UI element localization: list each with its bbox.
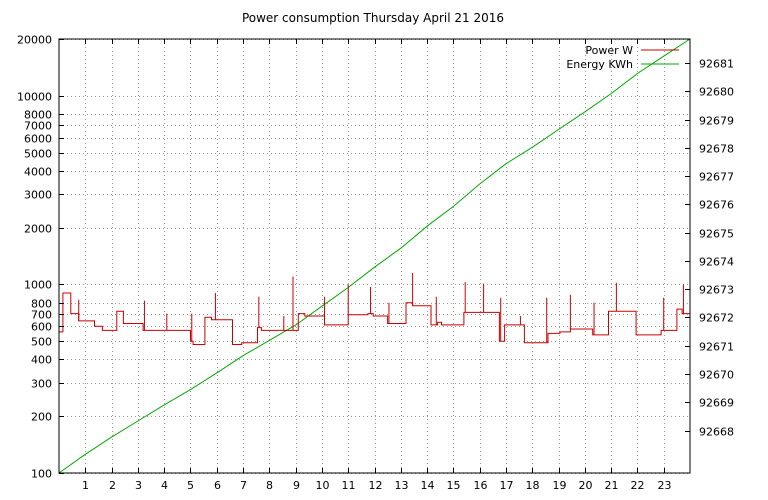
y-left-tick-label: 300 xyxy=(31,378,52,391)
y-right-tick-label: 92678 xyxy=(699,143,734,156)
x-tick-label: 5 xyxy=(187,479,194,492)
x-tick-label: 14 xyxy=(421,479,435,492)
y-left-tick-label: 10000 xyxy=(17,91,52,104)
series-layer xyxy=(58,38,691,474)
y-left-tick-label: 100 xyxy=(31,468,52,481)
x-tick-label: 11 xyxy=(342,479,356,492)
series-line-energy xyxy=(58,38,691,474)
ticks: 1 2 3 4 5 6 7 8 9 10 11 12 13 14 15 16 17 18 19 20 21 22 23100… xyxy=(17,34,734,493)
x-tick-label: 8 xyxy=(266,479,273,492)
x-tick-label: 1 xyxy=(82,479,89,492)
x-tick-label: 20 xyxy=(579,479,593,492)
y-left-tick-label: 600 xyxy=(31,321,52,334)
x-tick-label: 23 xyxy=(658,479,672,492)
y-right-tick-label: 92677 xyxy=(699,171,734,184)
y-right-tick-label: 92671 xyxy=(699,341,734,354)
y-left-tick-label: 8000 xyxy=(24,109,52,122)
x-tick-label: 12 xyxy=(369,479,383,492)
y-left-tick-label: 5000 xyxy=(24,148,52,161)
legend: Power W Energy KWh xyxy=(566,44,679,71)
y-left-tick-label: 800 xyxy=(31,298,52,311)
y-left-tick-label: 200 xyxy=(31,411,52,424)
y-right-tick-label: 92672 xyxy=(699,312,734,325)
y-left-tick-label: 1000 xyxy=(24,279,52,292)
x-tick-label: 2 xyxy=(109,479,116,492)
x-tick-label: 22 xyxy=(631,479,645,492)
legend-label-energy: Energy KWh xyxy=(566,58,633,71)
y-right-tick-label: 92674 xyxy=(699,256,734,269)
y-left-tick-label: 20000 xyxy=(17,34,52,47)
y-right-tick-label: 92681 xyxy=(699,58,734,71)
y-right-tick-label: 92679 xyxy=(699,115,734,128)
x-tick-label: 15 xyxy=(447,479,461,492)
x-tick-label: 9 xyxy=(293,479,300,492)
y-right-tick-label: 92670 xyxy=(699,369,734,382)
x-tick-label: 3 xyxy=(135,479,142,492)
chart-title: Power consumption Thursday April 21 2016 xyxy=(242,11,504,25)
y-left-tick-label: 500 xyxy=(31,336,52,349)
x-tick-label: 6 xyxy=(214,479,221,492)
y-left-tick-label: 7000 xyxy=(24,120,52,133)
legend-label-power: Power W xyxy=(585,44,633,57)
y-right-tick-label: 92675 xyxy=(699,228,734,241)
y-left-tick-label: 6000 xyxy=(24,133,52,146)
plot-frame xyxy=(58,38,691,474)
x-tick-label: 18 xyxy=(526,479,540,492)
y-left-tick-label: 400 xyxy=(31,354,52,367)
x-tick-label: 16 xyxy=(474,479,488,492)
y-right-tick-label: 92680 xyxy=(699,86,734,99)
y-right-tick-label: 92668 xyxy=(699,426,734,439)
y-right-tick-label: 92676 xyxy=(699,199,734,212)
x-tick-label: 17 xyxy=(500,479,514,492)
y-left-tick-label: 3000 xyxy=(24,189,52,202)
y-right-tick-label: 92673 xyxy=(699,284,734,297)
x-tick-label: 21 xyxy=(605,479,619,492)
y-left-tick-label: 2000 xyxy=(24,223,52,236)
x-tick-label: 7 xyxy=(240,479,247,492)
x-tick-label: 4 xyxy=(161,479,168,492)
y-right-tick-label: 92669 xyxy=(699,397,734,410)
x-tick-label: 13 xyxy=(395,479,409,492)
x-tick-label: 10 xyxy=(316,479,330,492)
y-left-tick-label: 700 xyxy=(31,309,52,322)
series-line-power xyxy=(59,292,690,345)
x-tick-label: 19 xyxy=(553,479,567,492)
y-left-tick-label: 4000 xyxy=(24,166,52,179)
